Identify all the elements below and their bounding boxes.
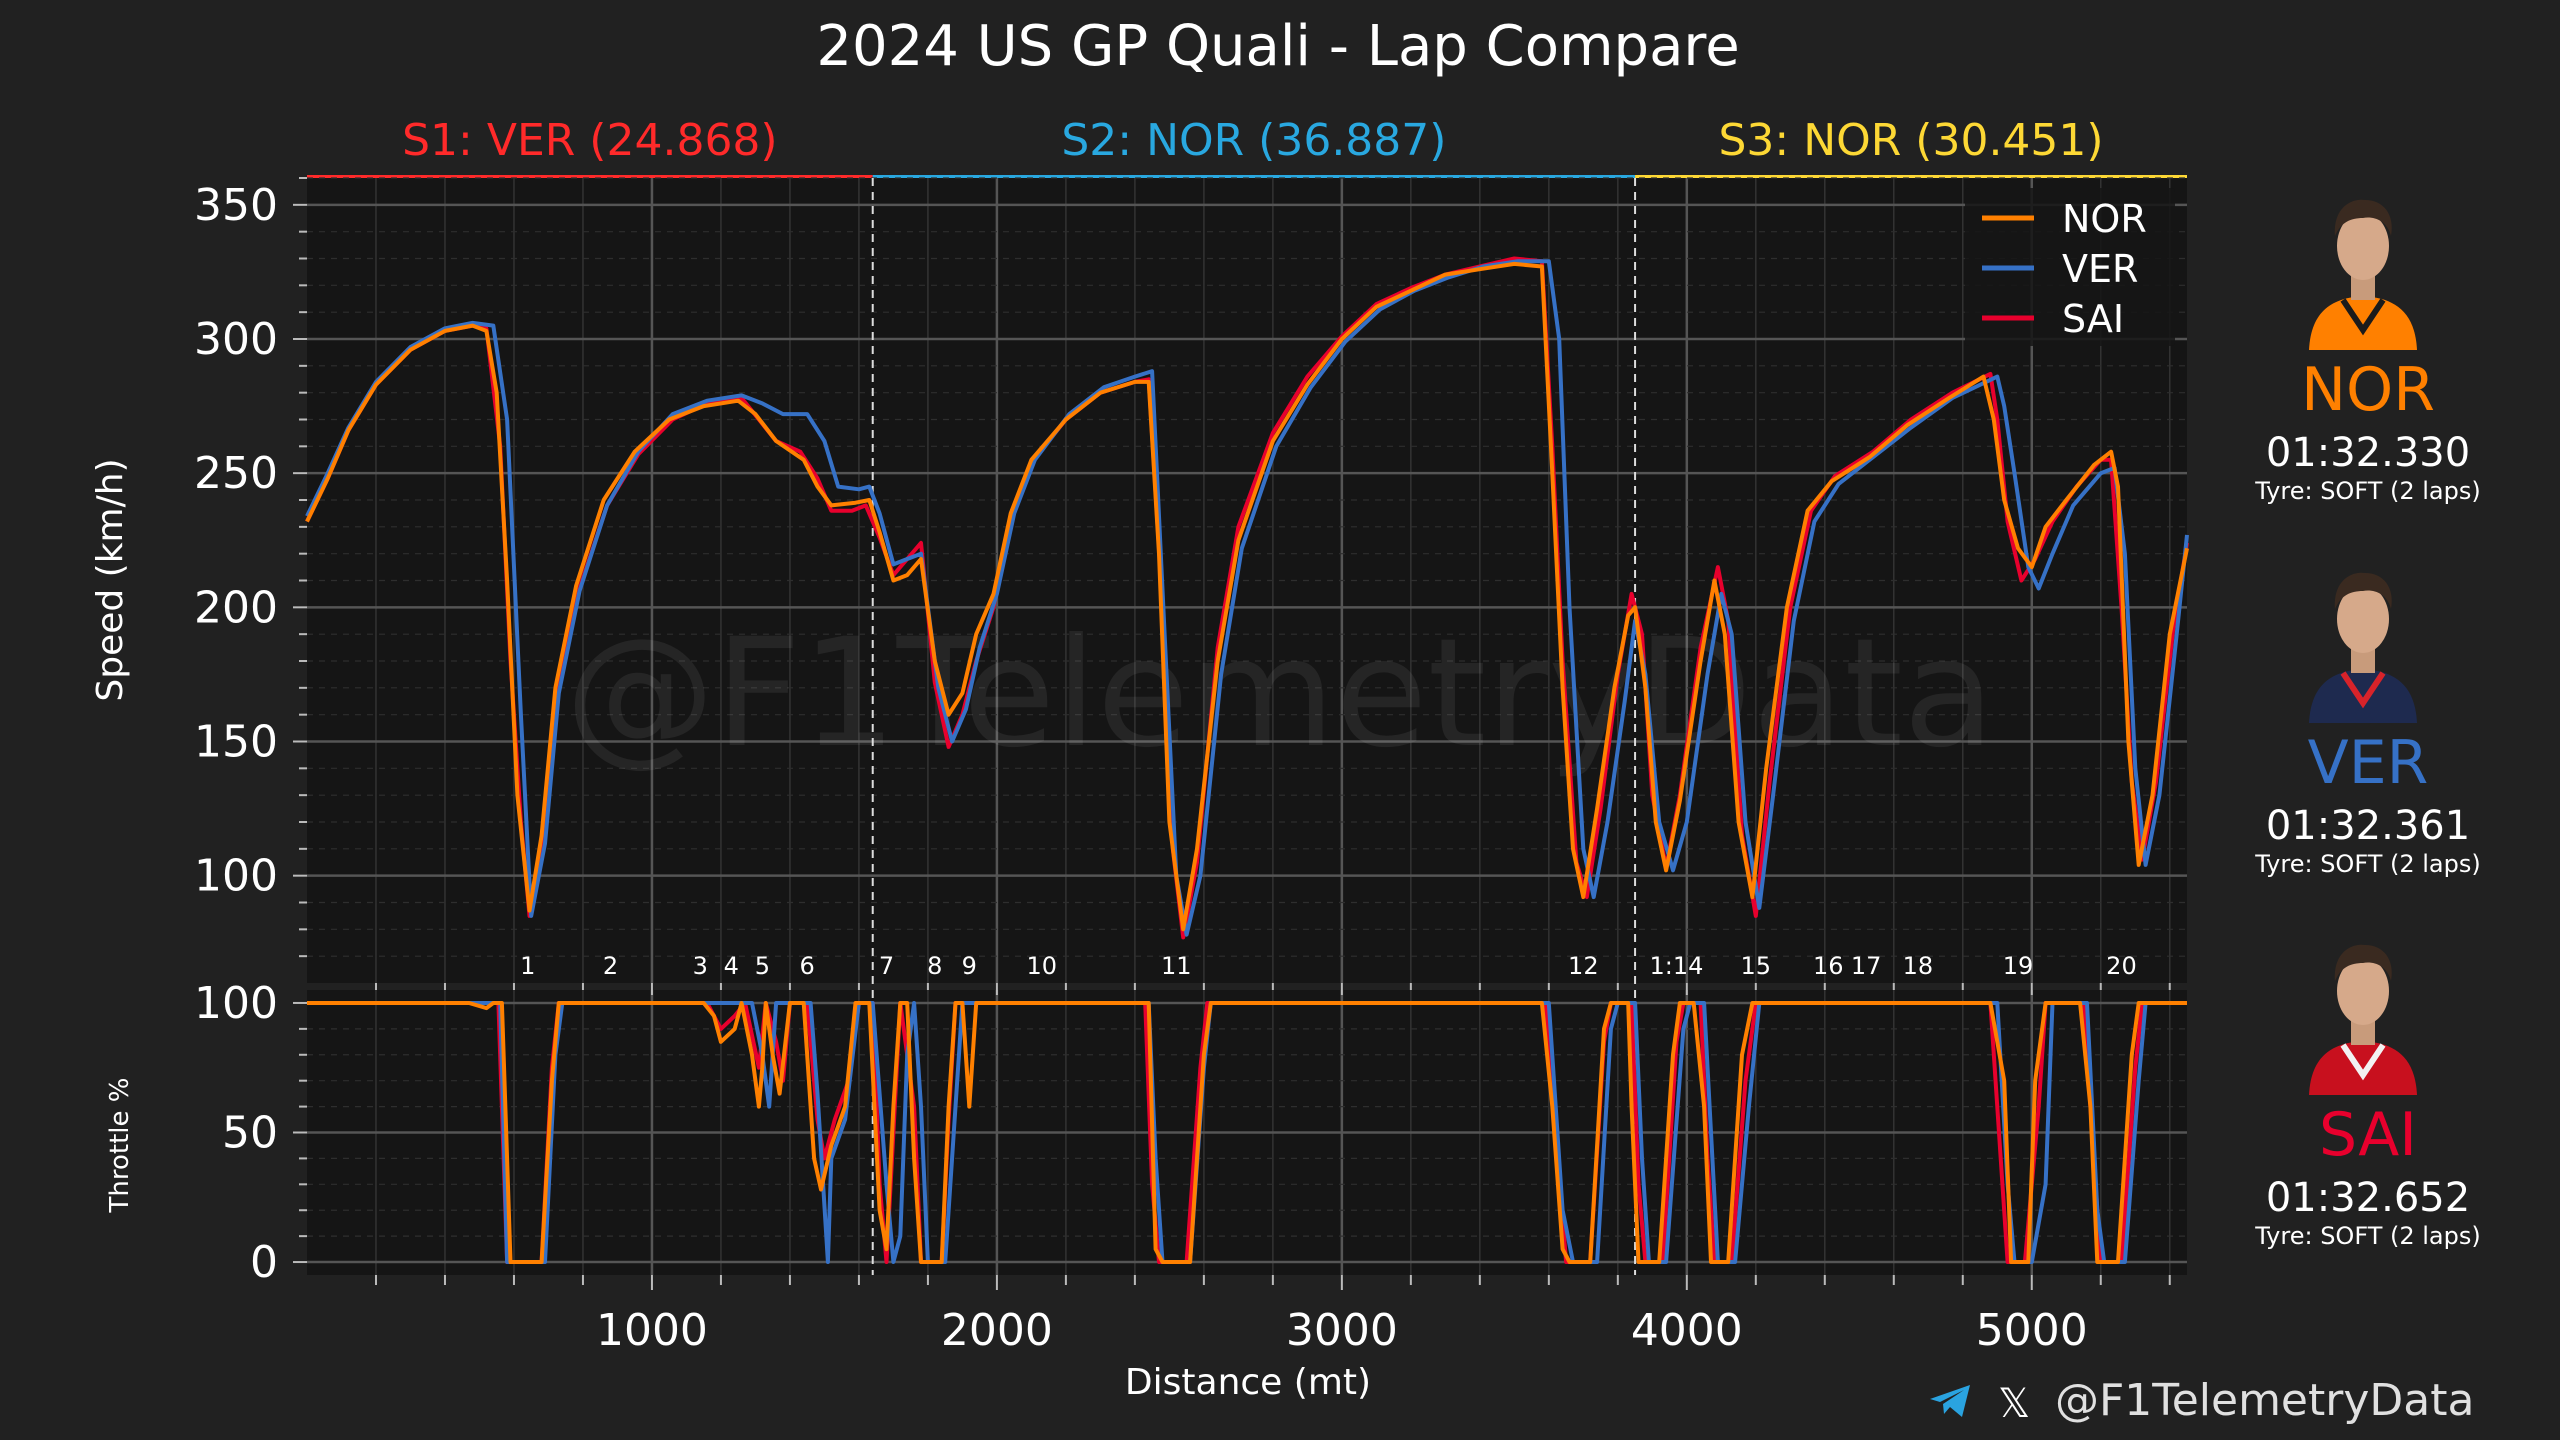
driver-face [2337,212,2389,280]
driver-name-sai: SAI [2319,1100,2417,1170]
driver-suit [2309,669,2417,723]
speed-lines [305,256,2189,940]
x-axis: 1000 2000 3000 4000 5000 [374,983,2171,1356]
driver-collar [2340,298,2386,336]
driver-lap-time: 01:32.361 [2265,803,2471,849]
corner-label: 18 [1903,952,1934,980]
legend-label-sai: SAI [2062,297,2124,341]
corner-label: 7 [879,952,894,980]
driver-lap-time: 01:32.330 [2265,430,2471,476]
speed-y-axis-label: Speed (km/h) [90,458,131,701]
driver-tyre-info: Tyre: SOFT (2 laps) [2255,850,2481,878]
driver-photo-ver [2309,572,2417,723]
corner-label: 12 [1568,952,1599,980]
driver-hair [2334,944,2392,981]
telegram-icon [1930,1385,1970,1417]
x-tick-label: 3000 [1286,1305,1398,1356]
corner-label: 11 [1161,952,1192,980]
x-tick-label: 5000 [1976,1305,2088,1356]
driver-collar [2340,671,2386,709]
speed-y-tick-label: 300 [194,314,278,365]
driver-face [2337,585,2389,653]
corner-label: 17 [1851,952,1882,980]
corner-label: 15 [1741,952,1772,980]
sector-label-3: S3: NOR (30.451) [1718,115,2103,166]
throttle-y-tick-label: 0 [250,1237,278,1288]
throttle-lines [307,1001,2187,1264]
speed-y-tick-label: 350 [194,180,278,231]
speed-y-tick-label: 250 [194,448,278,499]
driver-lap-time: 01:32.652 [2265,1175,2471,1221]
x-tick-label: 2000 [941,1305,1053,1356]
legend: NOR VER SAI [1965,188,2175,346]
legend-box [1965,188,2175,346]
x-axis-label: Distance (mt) [1125,1362,1371,1403]
driver-hair [2334,572,2392,609]
corner-label: 1:14 [1650,952,1704,980]
sector-label-2: S2: NOR (36.887) [1061,115,1446,166]
driver-tyre-info: Tyre: SOFT (2 laps) [2255,477,2481,505]
sector-labels: S1: VER (24.868) S2: NOR (36.887) S3: NOR … [402,115,2103,166]
throttle-y-tick-label: 50 [222,1108,278,1159]
legend-label-nor: NOR [2062,197,2147,241]
corner-label: 3 [693,952,708,980]
chart-title: 2024 US GP Quali - Lap Compare [816,14,1739,79]
speed-line-nor [305,261,2189,932]
sector-label-1: S1: VER (24.868) [402,115,777,166]
speed-y-tick-label: 200 [194,582,278,633]
corner-label: 6 [800,952,815,980]
corner-label: 4 [724,952,739,980]
driver-suit [2309,296,2417,350]
driver-name-ver: VER [2307,728,2429,798]
corner-label: 5 [755,952,770,980]
corner-label: 19 [2003,952,2034,980]
x-tick-label: 4000 [1631,1305,1743,1356]
throttle-line-nor [307,1001,2187,1264]
throttle-y-tick-label: 100 [194,978,278,1029]
corner-label: 8 [927,952,942,980]
footer-handle: @F1TelemetryData [2055,1375,2475,1426]
driver-name-nor: NOR [2301,355,2435,425]
legend-label-ver: VER [2062,247,2138,291]
speed-y-axis: 100 150 200 250 300 350 [194,177,307,958]
watermark: @F1TelemetryData [565,607,1995,781]
throttle-y-axis-label: Throttle % [105,1078,135,1214]
throttle-y-axis: 0 50 100 [194,978,307,1288]
corner-labels: 1 2 3 4 5 6 7 8 9 10 11 12 1:14 15 16 17 18 19 20 [520,952,2137,980]
x-tick-label: 1000 [596,1305,708,1356]
corner-label: 20 [2106,952,2137,980]
driver-collar [2340,1043,2386,1081]
x-logo-icon: 𝕏 [1998,1381,2031,1427]
driver-hair [2334,199,2392,236]
corner-label: 16 [1813,952,1844,980]
corner-label: 10 [1026,952,1057,980]
speed-y-tick-label: 100 [194,851,278,902]
driver-suit [2309,1041,2417,1095]
speed-y-tick-label: 150 [194,717,278,768]
driver-face [2337,957,2389,1025]
driver-photo-sai [2309,944,2417,1095]
driver-photo-nor [2309,199,2417,350]
corner-label: 2 [603,952,618,980]
driver-tyre-info: Tyre: SOFT (2 laps) [2255,1222,2481,1250]
corner-label: 9 [962,952,977,980]
corner-label: 1 [520,952,535,980]
